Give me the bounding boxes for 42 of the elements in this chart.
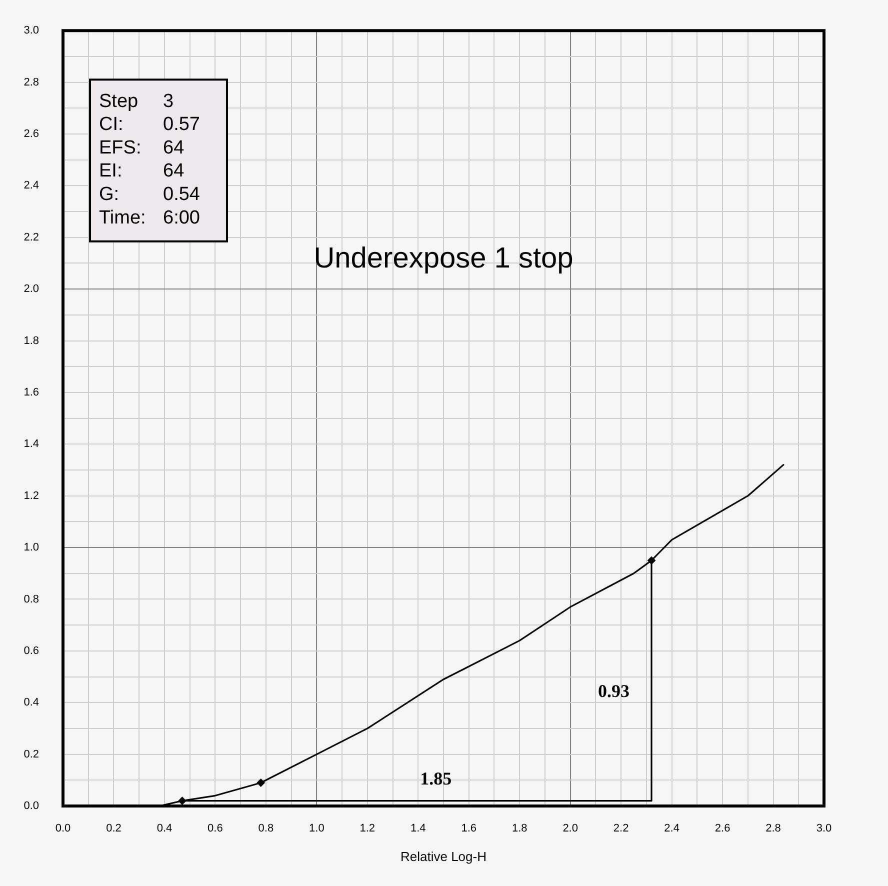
y-tick-label: 2.8 — [24, 76, 39, 88]
y-tick-label: 0.6 — [24, 644, 39, 657]
y-tick-label: 1.2 — [24, 490, 39, 502]
annotation: Time: 6:00 — [99, 207, 200, 228]
annotation: 0.93 — [598, 680, 630, 701]
text: Step 3 — [99, 90, 174, 112]
x-tick-label: 1.2 — [360, 822, 376, 835]
x-tick-label: 2.4 — [664, 822, 680, 835]
text: CI: 0.57 — [99, 114, 200, 136]
x-tick-label: 1.6 — [461, 822, 477, 835]
x-axis-title: Relative Log-H — [400, 848, 486, 864]
y-tick-label: 2.0 — [24, 283, 39, 296]
y-tick-label: 1.6 — [24, 386, 39, 398]
x-tick-label: 0.0 — [55, 822, 71, 835]
y-tick-label: 2.6 — [24, 128, 39, 140]
x-tick-label: 2.2 — [613, 822, 629, 835]
y-tick-label: 0.0 — [24, 800, 39, 812]
text: EI: 64 — [99, 160, 184, 182]
annotation: 1.85 — [420, 768, 452, 788]
annotation: EFS: 64 — [99, 137, 185, 158]
text: G: 0.54 — [99, 184, 200, 206]
x-tick-label: 0.8 — [258, 822, 274, 835]
y-tick-label: 0.4 — [24, 696, 39, 709]
y-tick-label: 0.8 — [24, 593, 39, 606]
x-tick-label: 1.4 — [410, 822, 426, 835]
y-tick-label: 2.2 — [24, 231, 39, 244]
x-tick-label: 0.6 — [208, 822, 223, 835]
x-tick-label: 2.0 — [562, 822, 578, 835]
x-tick-label: 1.8 — [512, 822, 528, 835]
y-tick-label: 0.2 — [24, 748, 39, 760]
x-tick-label: 0.4 — [156, 822, 172, 835]
x-tick-label: 2.6 — [714, 822, 730, 835]
text: Underexpose 1 stop — [314, 242, 574, 274]
x-tick-label: 1.0 — [309, 822, 324, 835]
y-tick-label: 2.4 — [24, 180, 39, 192]
x-tick-label: 3.0 — [816, 822, 832, 835]
y-tick-label: 1.8 — [24, 334, 39, 347]
y-tick-label: 1.4 — [24, 438, 39, 450]
x-tick-label: 2.8 — [766, 822, 781, 835]
x-tick-label: 0.2 — [106, 822, 122, 835]
y-tick-label: 1.0 — [24, 542, 39, 554]
y-tick-label: 3.0 — [24, 24, 39, 37]
